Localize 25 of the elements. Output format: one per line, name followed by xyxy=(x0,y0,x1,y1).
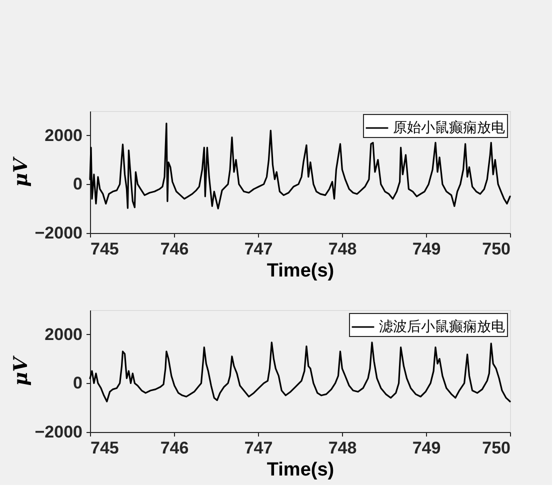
x-tick-label: 749 xyxy=(412,438,441,458)
x-tick-label: 749 xyxy=(412,240,441,258)
x-tick-label: 746 xyxy=(160,240,189,258)
line-series xyxy=(89,342,511,402)
y-tick-label: −2000 xyxy=(34,224,82,242)
x-tick-label: 750 xyxy=(482,438,510,458)
legend-label: 滤波后小鼠癫痫放电 xyxy=(379,319,505,335)
y-axis-title: μV xyxy=(10,354,32,386)
x-tick-label: 748 xyxy=(328,438,357,458)
y-tick-label: 2000 xyxy=(44,324,82,344)
y-tick-label: 0 xyxy=(73,174,82,194)
x-tick-label: 747 xyxy=(244,240,273,258)
y-tick-label: −2000 xyxy=(34,422,82,442)
y-tick-label: 0 xyxy=(73,374,82,393)
x-tick-label: 748 xyxy=(328,240,357,258)
y-tick-label: 2000 xyxy=(44,126,82,145)
x-tick-label: 745 xyxy=(90,438,119,458)
x-axis-title: Time(s) xyxy=(266,460,334,480)
x-tick-label: 750 xyxy=(482,240,510,258)
x-tick-label: 746 xyxy=(160,438,189,458)
y-axis-title: μV xyxy=(10,156,32,187)
x-tick-label: 747 xyxy=(244,438,273,458)
legend-label: 原始小鼠癫痫放电 xyxy=(393,120,505,136)
x-tick-label: 745 xyxy=(90,240,119,258)
x-axis-title: Time(s) xyxy=(266,260,334,282)
